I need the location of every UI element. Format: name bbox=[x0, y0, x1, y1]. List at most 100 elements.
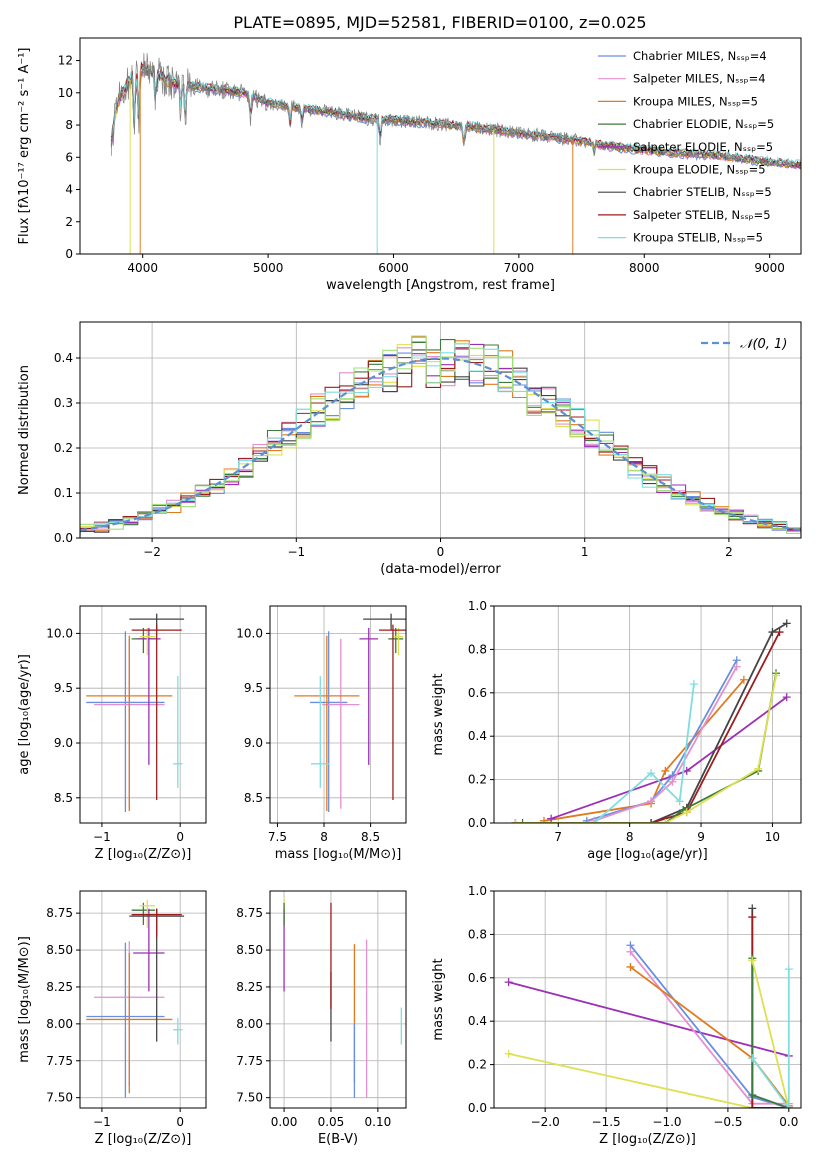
x-tick-label: 2 bbox=[725, 545, 733, 559]
x-tick-label: 0 bbox=[176, 830, 184, 844]
weight-marker bbox=[647, 819, 656, 823]
weight-marker bbox=[647, 797, 656, 806]
panel-residuals: −2 −1 0 1 2 0.0 0.1 0.2 0.3 0.4 (data-model)/error… bbox=[17, 321, 802, 577]
y-tick-label: 10.0 bbox=[46, 626, 73, 640]
y-tick-label: 7.75 bbox=[236, 1054, 263, 1068]
y-tick-label: 9.0 bbox=[54, 736, 73, 750]
weight-line bbox=[515, 622, 788, 823]
weight-line bbox=[751, 908, 789, 1108]
legend-label: Chabrier ELODIE, Nₛₛₚ=5 bbox=[633, 117, 774, 131]
errorbar-point bbox=[131, 902, 156, 925]
plot-area bbox=[110, 52, 801, 254]
weight-marker bbox=[784, 965, 793, 974]
panel-weight-vs-Z: −2.0 −1.5 −1.0 −0.5 0.0 0.0 0.2 0.4 0.6 0.8 1.0 Z [… bbox=[431, 884, 802, 1147]
axes-frame bbox=[269, 605, 407, 824]
errorbar-point bbox=[173, 676, 183, 788]
errorbar-point bbox=[139, 899, 156, 928]
y-axis-label: mass [log₁₀(M/M⊙)] bbox=[17, 936, 32, 1063]
weight-marker bbox=[539, 816, 548, 823]
y-tick-label: 8.00 bbox=[236, 1017, 263, 1031]
errorbar-point bbox=[86, 631, 165, 813]
weight-marker bbox=[689, 680, 698, 689]
weight-line bbox=[593, 683, 695, 823]
plot-area bbox=[511, 619, 791, 823]
y-axis-label: Flux [fλ10⁻¹⁷ erg cm⁻² s⁻¹ A⁻¹] bbox=[17, 48, 32, 245]
y-tick-label: 10 bbox=[58, 86, 73, 100]
x-tick-label: 9000 bbox=[754, 261, 785, 275]
y-tick-label: 0.6 bbox=[468, 686, 487, 700]
weight-marker bbox=[782, 619, 791, 628]
y-tick-label: 0.4 bbox=[54, 351, 73, 365]
weight-marker bbox=[748, 1104, 757, 1108]
axes-frame bbox=[79, 37, 802, 255]
y-tick-label: 0.6 bbox=[468, 971, 487, 985]
errorbar-point bbox=[86, 942, 165, 1098]
y-tick-label: 0.2 bbox=[468, 773, 487, 787]
y-tick-label: 1.0 bbox=[468, 599, 487, 613]
y-axis-label: mass weight bbox=[431, 673, 446, 755]
x-axis-label: E(B-V) bbox=[318, 1132, 358, 1147]
y-tick-label: 0.8 bbox=[468, 927, 487, 941]
axes-frame bbox=[493, 890, 802, 1109]
x-tick-label: −1 bbox=[93, 1115, 111, 1129]
errorbar-point bbox=[378, 624, 406, 800]
errorbar-point bbox=[294, 635, 360, 811]
legend-label: Salpeter STELIB, Nₛₛₚ=5 bbox=[633, 208, 771, 222]
x-tick-label: 7000 bbox=[504, 261, 535, 275]
x-tick-label: 4000 bbox=[127, 261, 158, 275]
panels: 4000 5000 6000 7000 8000 9000024681012wavelen… bbox=[17, 37, 802, 1147]
normal-curve bbox=[80, 357, 801, 532]
y-tick-label: 0.8 bbox=[468, 642, 487, 656]
weight-marker bbox=[748, 956, 757, 965]
weight-line bbox=[508, 1052, 789, 1108]
x-tick-label: 0 bbox=[176, 1115, 184, 1129]
errorbar-point bbox=[139, 627, 156, 656]
weight-marker bbox=[647, 769, 656, 778]
plot-area bbox=[86, 899, 185, 1098]
y-tick-label: 2 bbox=[65, 215, 73, 229]
legend-label: Chabrier STELIB, Nₛₛₚ=5 bbox=[633, 185, 772, 199]
x-tick-label: 7 bbox=[554, 830, 562, 844]
weight-line bbox=[751, 917, 789, 1108]
plot-area bbox=[504, 904, 793, 1108]
weight-line bbox=[586, 659, 738, 822]
weight-marker bbox=[511, 819, 520, 823]
weight-marker bbox=[547, 814, 556, 823]
y-tick-label: 0.3 bbox=[54, 396, 73, 410]
x-axis-label: (data-model)/error bbox=[380, 562, 501, 577]
errorbar-point bbox=[173, 1017, 183, 1045]
errorbar-point bbox=[310, 676, 330, 788]
y-tick-label: 8.50 bbox=[236, 943, 263, 957]
weight-line bbox=[593, 666, 738, 822]
weight-marker bbox=[748, 904, 757, 913]
x-tick-label: 8.5 bbox=[361, 830, 380, 844]
weight-marker bbox=[754, 764, 763, 773]
errorbar-point bbox=[131, 624, 182, 800]
weight-line bbox=[751, 969, 790, 1108]
weight-line bbox=[550, 696, 788, 820]
y-tick-label: 7.50 bbox=[236, 1091, 263, 1105]
panel-spectrum: 4000 5000 6000 7000 8000 9000 0 2 4 6 8 10 12 wavelen… bbox=[17, 37, 802, 293]
weight-line bbox=[508, 981, 790, 1057]
y-tick-label: 9.0 bbox=[244, 736, 263, 750]
x-tick-label: −2.0 bbox=[531, 1115, 560, 1129]
x-axis-label: wavelength [Angstrom, rest frame] bbox=[326, 278, 555, 293]
y-tick-label: 8.5 bbox=[54, 791, 73, 805]
weight-marker bbox=[504, 1049, 513, 1058]
x-axis-label: Z [log₁₀(Z/Z⊙)] bbox=[599, 1132, 696, 1147]
x-tick-label: −1 bbox=[287, 545, 305, 559]
legend-label: Salpeter ELODIE, Nₛₛₚ=5 bbox=[633, 140, 773, 154]
panel-mass-vs-Z: −1 0 7.50 7.75 8.00 8.25 8.50 8.75 Z [log₁₀(Z/Z⊙… bbox=[17, 890, 207, 1147]
errorbar-point bbox=[131, 908, 182, 937]
weight-marker bbox=[772, 671, 781, 680]
data-line bbox=[110, 52, 801, 170]
weight-marker bbox=[748, 913, 757, 922]
y-tick-label: 0.0 bbox=[468, 816, 487, 830]
x-tick-label: 8000 bbox=[629, 261, 660, 275]
y-tick-label: 4 bbox=[65, 183, 73, 197]
errorbar-point bbox=[322, 638, 360, 809]
y-tick-label: 0.1 bbox=[54, 486, 73, 500]
errorbar-point bbox=[131, 627, 156, 654]
y-tick-label: 9.5 bbox=[244, 681, 263, 695]
